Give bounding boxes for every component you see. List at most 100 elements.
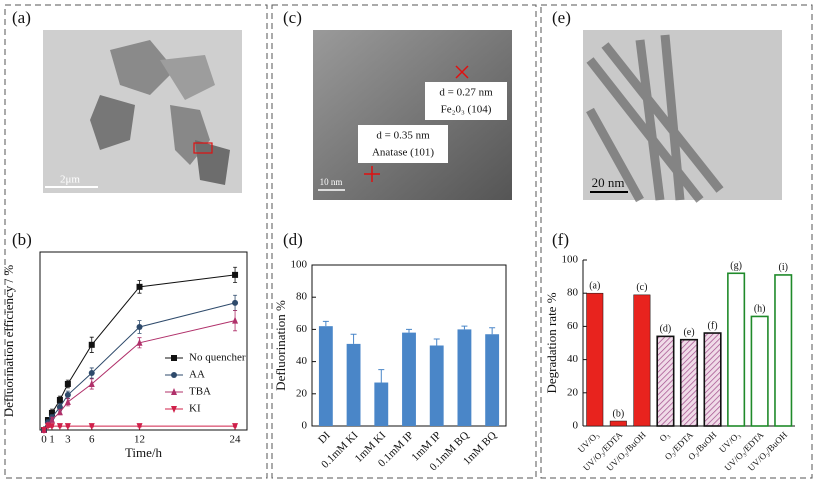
marker <box>88 341 95 348</box>
bar <box>633 294 651 427</box>
marker <box>88 370 95 377</box>
legend-label: AA <box>189 369 205 381</box>
bar <box>656 335 675 427</box>
bar-label: (i) <box>778 262 787 273</box>
marker <box>48 423 55 431</box>
marker <box>136 338 143 346</box>
marker <box>136 283 143 290</box>
bar <box>586 292 604 427</box>
marker <box>171 355 177 361</box>
marker <box>136 423 143 431</box>
tem-image: 2μm <box>43 30 242 193</box>
y-tick-label: 80 <box>567 287 579 299</box>
scale-bar-label: 10 nm <box>320 177 343 187</box>
error-bar <box>378 369 385 383</box>
error-bar <box>433 338 440 346</box>
marker <box>56 404 63 411</box>
bar-label: (c) <box>636 282 647 293</box>
annotation: Fe₂0₃ (104) <box>441 104 492 116</box>
bar-label: (b) <box>612 408 624 419</box>
bar <box>727 272 746 427</box>
error-bar <box>350 333 357 344</box>
annotation: Anatase (101) <box>372 147 434 159</box>
scale-bar-label: 2μm <box>60 174 80 186</box>
x-axis-label: Time/h <box>125 445 163 460</box>
marker <box>40 427 47 434</box>
bar <box>429 345 444 426</box>
marker <box>232 316 239 324</box>
marker <box>56 396 63 403</box>
x-tick-label: O₃ <box>657 430 671 444</box>
annotation: d = 0.35 nm <box>376 130 430 142</box>
bar-label: (g) <box>730 261 742 272</box>
marker <box>48 415 55 423</box>
x-tick-label: 6 <box>89 434 95 446</box>
y-tick-label: 0 <box>302 420 308 432</box>
y-axis-label: Defluorination % <box>273 300 288 391</box>
bar <box>774 274 793 427</box>
panel-label: (e) <box>552 8 571 27</box>
bar <box>346 343 361 426</box>
y-tick-label: 60 <box>296 323 308 335</box>
y-tick-label: 100 <box>291 259 308 271</box>
bar <box>679 338 699 427</box>
x-tick-label: 12 <box>134 434 145 446</box>
bar <box>703 332 722 427</box>
y-tick-label: 0 <box>573 420 579 432</box>
y-tick-label: 80 <box>296 291 308 303</box>
marker <box>44 423 51 431</box>
y-tick-label: 20 <box>296 387 308 399</box>
bar <box>609 420 627 427</box>
annotation: d = 0.27 nm <box>439 87 493 99</box>
marker <box>232 423 239 431</box>
y-tick-label: 100 <box>562 254 579 266</box>
y-tick-label: 40 <box>567 353 579 365</box>
panel-label: (b) <box>12 230 32 249</box>
marker <box>48 409 55 416</box>
x-tick-label: 0 <box>41 434 47 446</box>
y-tick-label: 20 <box>567 386 579 398</box>
panel-label: (d) <box>283 230 303 249</box>
panel-frame <box>271 4 537 479</box>
scale-bar-label: 20 nm <box>592 175 625 190</box>
marker <box>232 271 239 278</box>
panel-label: (c) <box>283 8 302 27</box>
bar <box>750 315 769 427</box>
marker <box>136 324 143 331</box>
marker <box>232 299 239 306</box>
bar-label: (a) <box>589 280 600 291</box>
error-bar <box>461 325 468 330</box>
panel-label: (a) <box>12 8 31 27</box>
bar <box>485 334 500 426</box>
legend-label: TBA <box>189 386 211 398</box>
plot-frame <box>39 251 248 431</box>
bar-label: (d) <box>660 324 672 335</box>
marker <box>88 423 95 431</box>
panel-label: (f) <box>552 230 569 249</box>
y-axis-label: Defluorination efficiency / % <box>1 265 16 418</box>
x-tick-label: DI <box>316 429 333 446</box>
y-tick-label: 60 <box>567 320 579 332</box>
marker <box>64 423 71 431</box>
bar <box>457 329 472 426</box>
bar <box>318 326 333 426</box>
legend-label: KI <box>189 403 201 415</box>
marker <box>64 398 71 406</box>
error-bar <box>489 327 496 335</box>
marker <box>171 406 177 413</box>
legend-label: No quencher <box>189 352 246 364</box>
bar-label: (h) <box>754 304 766 315</box>
error-bar <box>406 328 412 333</box>
marker <box>88 379 95 387</box>
bar-label: (f) <box>708 320 718 331</box>
tem-image: d = 0.27 nm Fe₂0₃ (104) d = 0.35 nm Anat… <box>313 30 512 200</box>
marker <box>56 423 63 431</box>
x-tick-label: 3 <box>65 434 71 446</box>
panel-frame <box>4 4 268 479</box>
bar <box>374 382 389 426</box>
y-axis-label: Degradation rate % <box>544 292 559 393</box>
tem-image: 20 nm <box>583 30 782 203</box>
marker <box>64 391 71 398</box>
marker <box>56 408 63 416</box>
